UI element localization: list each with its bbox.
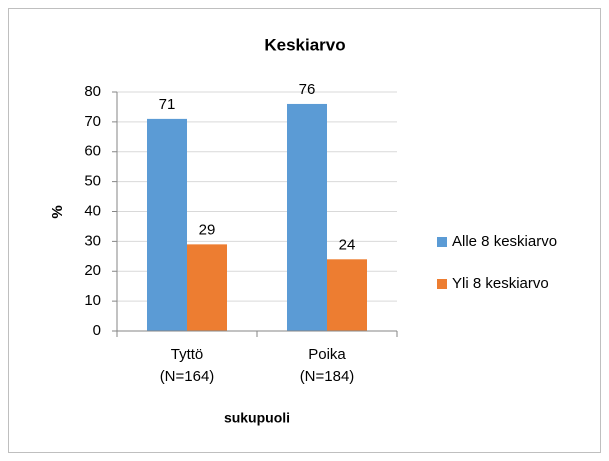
legend-swatch [437,279,447,289]
y-tick-label: 80 [84,83,101,100]
x-axis-label: sukupuoli [224,410,290,426]
y-tick-label: 70 [84,113,101,130]
data-label: 29 [199,221,216,238]
y-tick-label: 20 [84,262,101,279]
legend-label: Yli 8 keskiarvo [452,275,549,292]
y-axis-label: % [49,205,66,218]
y-tick-label: 10 [84,292,101,309]
data-label: 71 [159,96,176,113]
y-tick-label: 0 [93,322,101,339]
data-label: 76 [299,81,316,98]
y-tick-label: 60 [84,143,101,160]
y-tick-label: 30 [84,232,101,249]
bar [187,244,227,331]
bar [287,103,327,331]
x-tick-label: Tyttö (N=164) [159,346,215,385]
bar [327,259,367,331]
chart-title: Keskiarvo [264,35,345,54]
legend-label: Alle 8 keskiarvo [452,233,557,250]
data-label: 24 [339,236,356,253]
y-tick-label: 50 [84,173,101,190]
y-tick-label: 40 [84,202,101,219]
x-tick-label: Poika (N=184) [299,346,355,385]
legend-swatch [437,237,447,247]
bar [147,118,187,331]
